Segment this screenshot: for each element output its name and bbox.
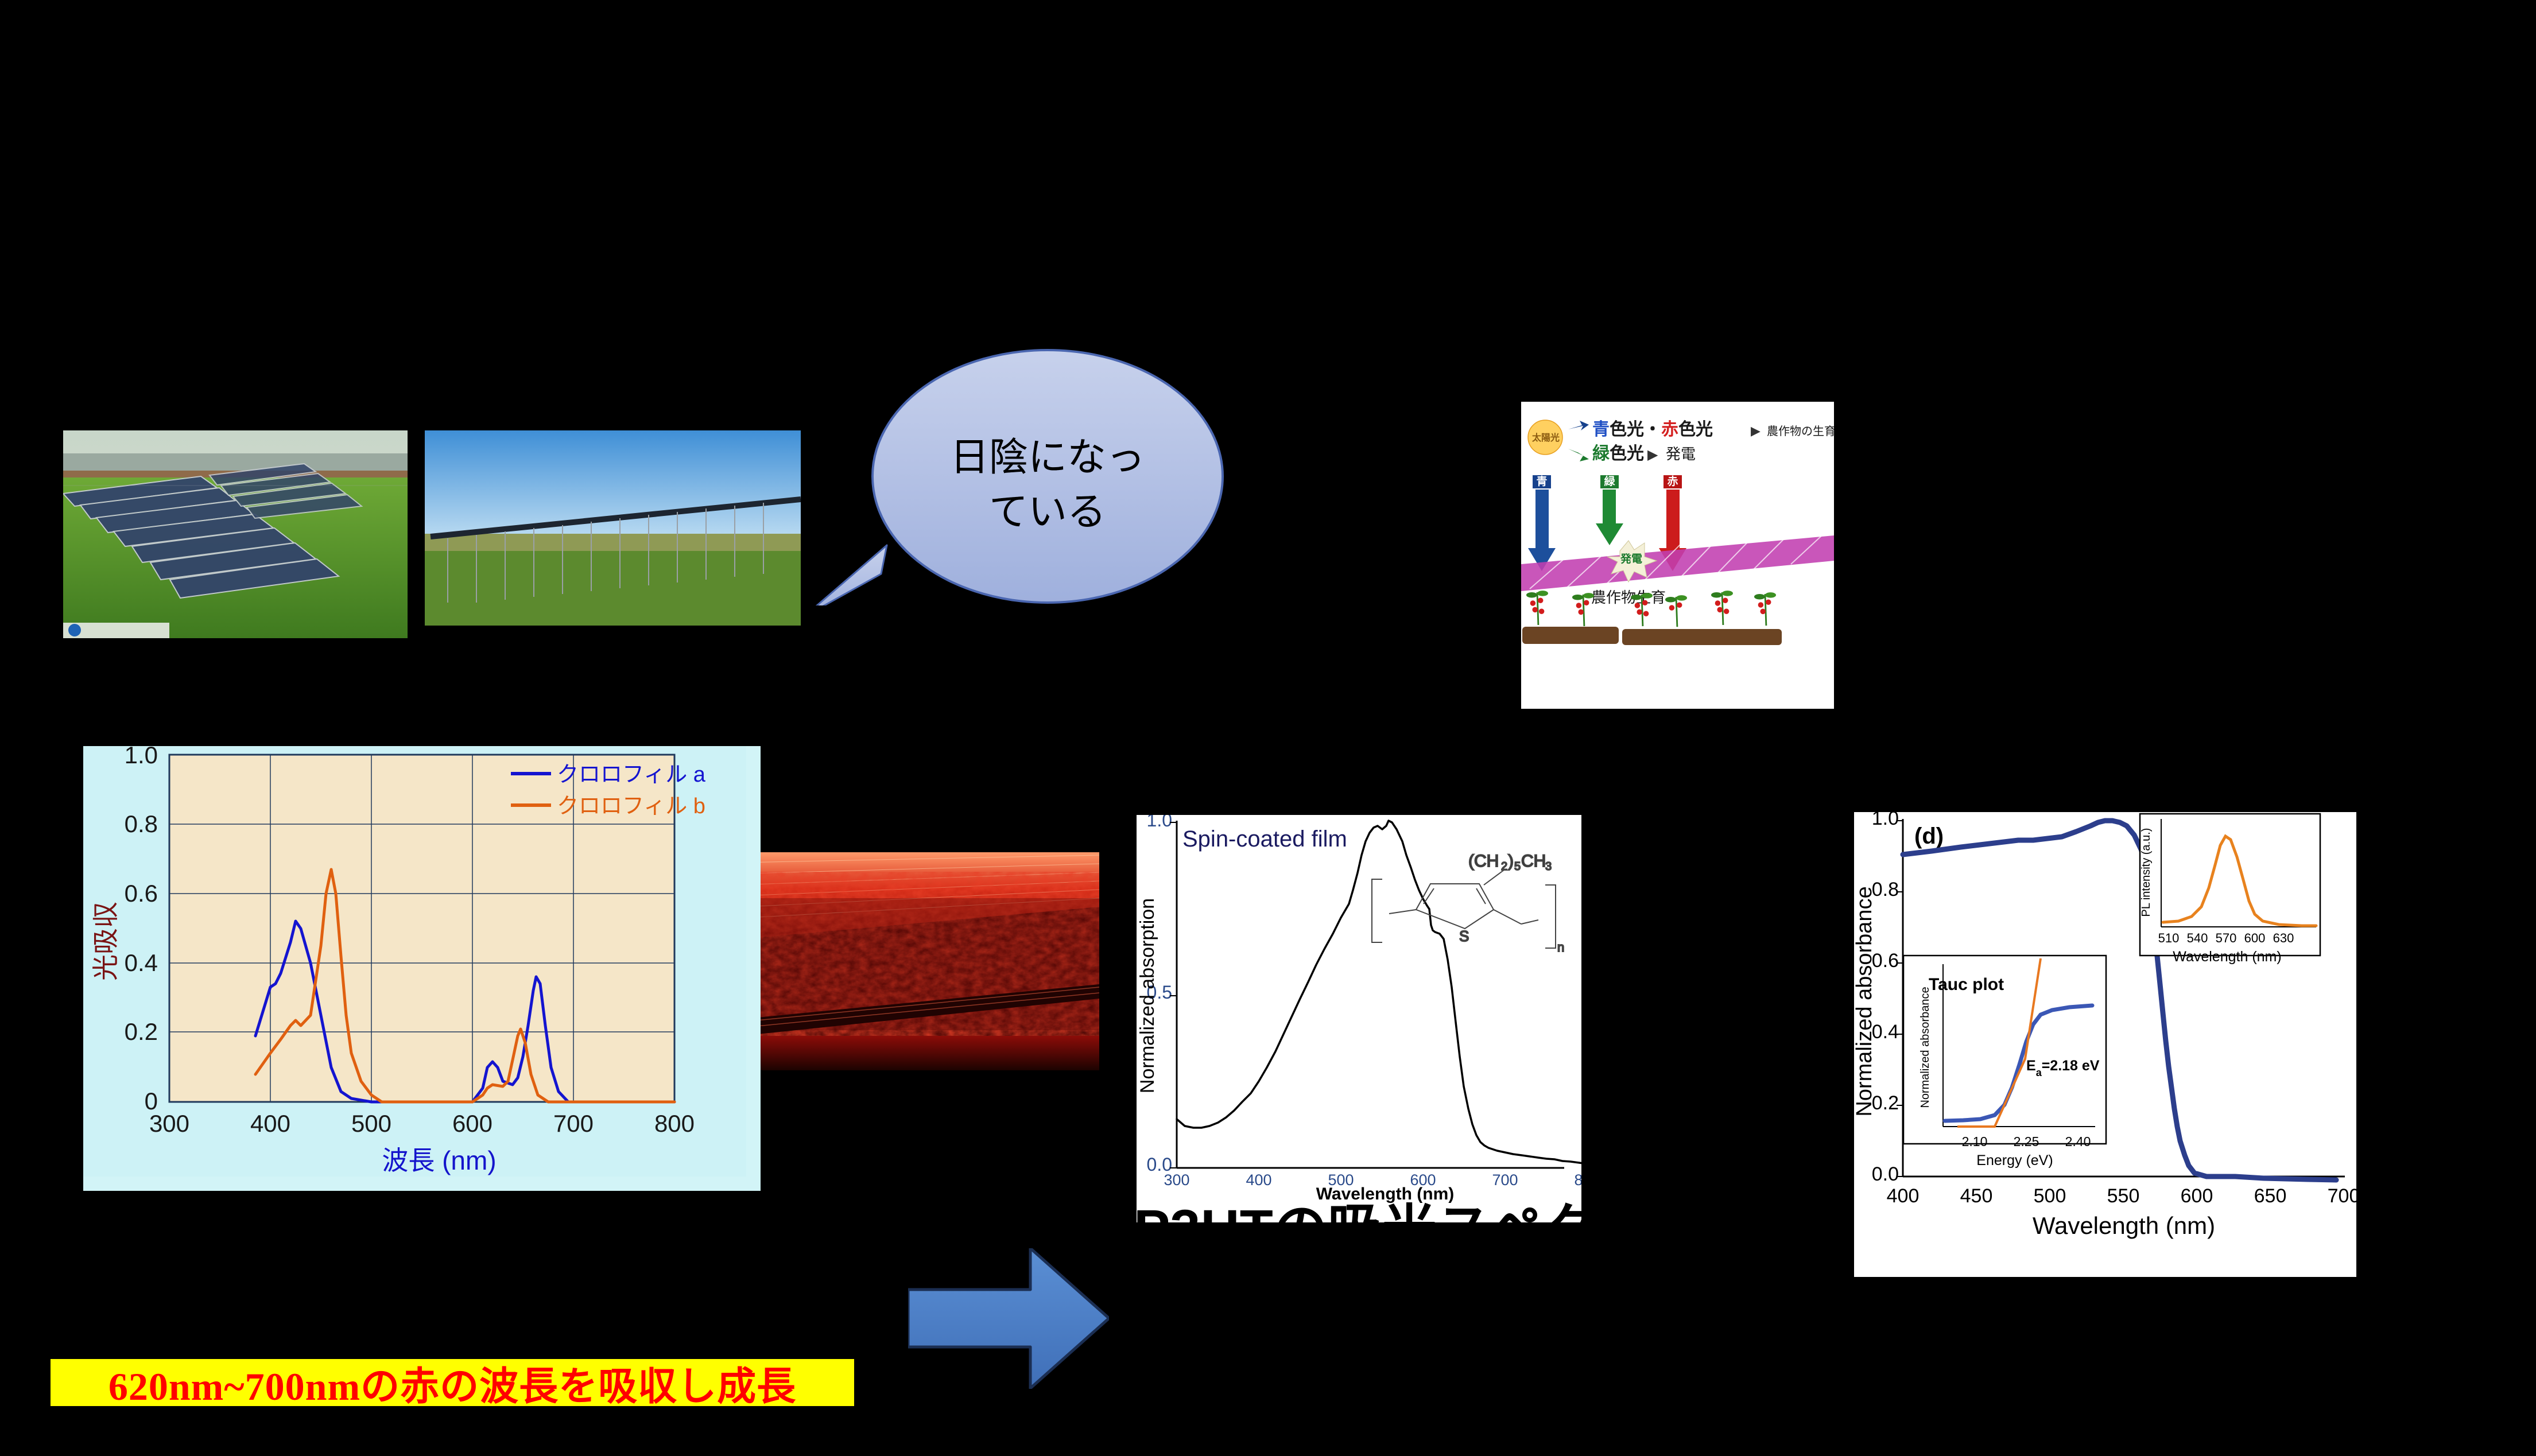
svg-text:400: 400 <box>1246 1171 1271 1189</box>
svg-text:農作物の生育: 農作物の生育 <box>1767 425 1834 438</box>
svg-text:▶: ▶ <box>1647 447 1658 463</box>
svg-text:(CH: (CH <box>1468 852 1499 871</box>
svg-text:700: 700 <box>2328 1185 2356 1207</box>
svg-text:600: 600 <box>452 1110 493 1137</box>
svg-text:Wavelength (nm): Wavelength (nm) <box>1316 1185 1455 1203</box>
svg-text:ている: ている <box>989 490 1106 534</box>
svg-text:日陰になっ: 日陰になっ <box>950 436 1145 479</box>
svg-text:赤: 赤 <box>1667 475 1678 488</box>
svg-text:Energy (eV): Energy (eV) <box>1976 1152 2053 1168</box>
svg-text:農作物生育: 農作物生育 <box>1591 589 1666 606</box>
svg-text:0.0: 0.0 <box>1872 1163 1899 1185</box>
svg-text:2.10: 2.10 <box>1962 1134 1988 1149</box>
svg-text:600: 600 <box>2244 931 2266 945</box>
svg-text:650: 650 <box>2254 1185 2287 1207</box>
svg-text:Normalized absorbance: Normalized absorbance <box>1919 987 1932 1108</box>
svg-text:青色光・赤色光: 青色光・赤色光 <box>1592 420 1713 439</box>
svg-text:1.0: 1.0 <box>1147 815 1172 830</box>
svg-text:0.6: 0.6 <box>125 880 158 907</box>
svg-text:S: S <box>1459 927 1469 945</box>
svg-text:3: 3 <box>1545 860 1552 873</box>
svg-text:700: 700 <box>553 1110 594 1137</box>
svg-text:クロロフィル a: クロロフィル a <box>557 763 706 787</box>
svg-text:): ) <box>1508 852 1514 871</box>
svg-text:波長 (nm): 波長 (nm) <box>382 1146 496 1175</box>
svg-text:400: 400 <box>1887 1185 1920 1207</box>
svg-text:700: 700 <box>1492 1171 1518 1189</box>
svg-text:光吸収: 光吸収 <box>91 902 121 981</box>
svg-text:CH: CH <box>1521 852 1546 871</box>
svg-text:Normalized absorption: Normalized absorption <box>1137 898 1158 1093</box>
svg-text:n: n <box>1557 940 1564 954</box>
svg-text:▶: ▶ <box>1751 424 1761 438</box>
svg-text:2.25: 2.25 <box>2014 1134 2039 1149</box>
svg-text:Wavelength (nm): Wavelength (nm) <box>2173 949 2281 965</box>
svg-text:5: 5 <box>1514 860 1521 873</box>
svg-text:Normalized absorbance: Normalized absorbance <box>1854 886 1876 1116</box>
svg-text:Spin-coated film: Spin-coated film <box>1182 826 1347 852</box>
svg-text:800: 800 <box>1574 1171 1581 1189</box>
svg-text:400: 400 <box>250 1110 290 1137</box>
svg-text:600: 600 <box>2181 1185 2213 1207</box>
svg-text:800: 800 <box>654 1110 695 1137</box>
svg-text:0.4: 0.4 <box>125 949 158 976</box>
svg-text:(d): (d) <box>1914 824 1944 849</box>
svg-text:300: 300 <box>1164 1171 1189 1189</box>
svg-text:630: 630 <box>2273 931 2294 945</box>
svg-text:クロロフィル b: クロロフィル b <box>557 794 705 818</box>
svg-text:2.40: 2.40 <box>2065 1134 2091 1149</box>
svg-text:550: 550 <box>2107 1185 2140 1207</box>
svg-text:緑: 緑 <box>1604 475 1615 488</box>
svg-text:500: 500 <box>351 1110 391 1137</box>
svg-text:510: 510 <box>2158 931 2180 945</box>
svg-text:青: 青 <box>1536 475 1547 488</box>
svg-text:PL intensity (a.u.): PL intensity (a.u.) <box>2140 828 2153 917</box>
svg-text:緑色光: 緑色光 <box>1592 444 1644 463</box>
svg-text:300: 300 <box>149 1110 189 1137</box>
svg-text:Wavelength (nm): Wavelength (nm) <box>2033 1212 2215 1239</box>
svg-text:0.2: 0.2 <box>125 1018 158 1045</box>
svg-text:Tauc plot: Tauc plot <box>1929 975 2004 994</box>
svg-text:1.0: 1.0 <box>1872 812 1899 829</box>
svg-text:450: 450 <box>1960 1185 1993 1207</box>
svg-text:太陽光: 太陽光 <box>1531 432 1560 443</box>
svg-text:540: 540 <box>2187 931 2208 945</box>
svg-text:570: 570 <box>2216 931 2237 945</box>
svg-text:500: 500 <box>2034 1185 2066 1207</box>
svg-text:0.8: 0.8 <box>125 810 158 837</box>
svg-text:発電: 発電 <box>1666 445 1696 463</box>
svg-text:発電: 発電 <box>1620 552 1642 565</box>
svg-text:1.0: 1.0 <box>125 746 158 768</box>
